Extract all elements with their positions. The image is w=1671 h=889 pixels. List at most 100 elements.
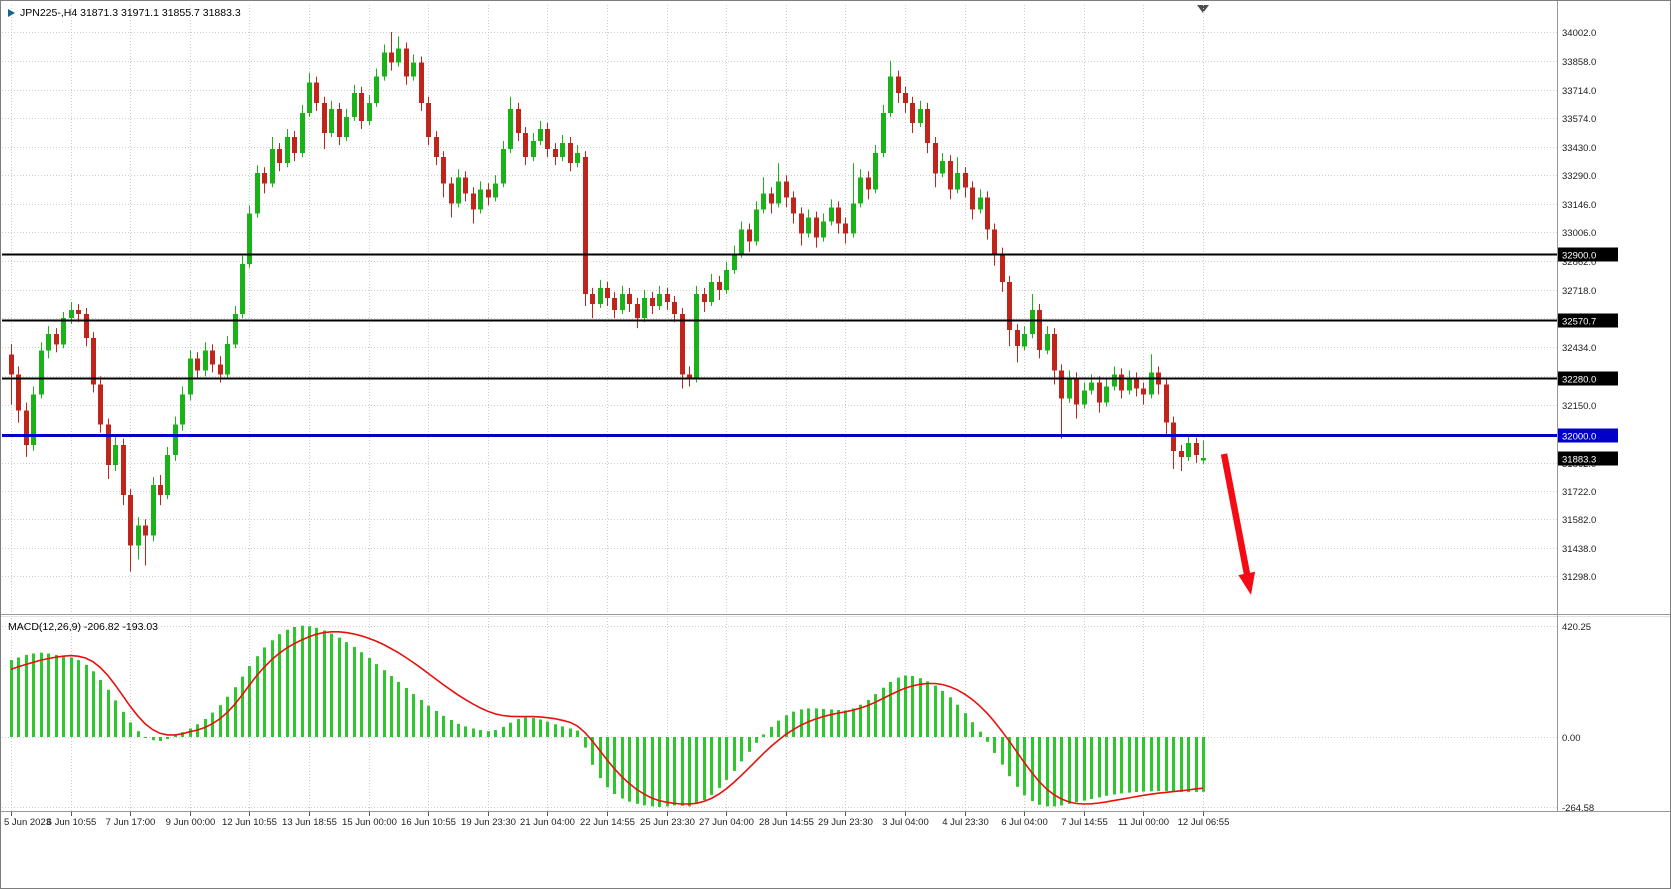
macd-histogram-bar bbox=[137, 731, 140, 737]
candle-body bbox=[113, 444, 118, 465]
macd-histogram-bar bbox=[1060, 737, 1063, 806]
candle-body bbox=[821, 221, 826, 238]
macd-histogram-bar bbox=[92, 671, 95, 737]
macd-pane[interactable] bbox=[10, 625, 1205, 808]
trend-arrow-head[interactable] bbox=[1238, 571, 1256, 595]
price-pane[interactable] bbox=[2, 32, 1557, 572]
macd-histogram-bar bbox=[509, 722, 512, 737]
candle-body bbox=[858, 177, 863, 204]
candle-body bbox=[724, 269, 729, 290]
macd-histogram-bar bbox=[926, 681, 929, 737]
macd-histogram-bar bbox=[695, 737, 698, 804]
macd-histogram-bar bbox=[181, 732, 184, 737]
candle-body bbox=[1149, 372, 1154, 395]
candle-body bbox=[910, 102, 915, 123]
candle-body bbox=[732, 253, 737, 270]
candle-body bbox=[404, 48, 409, 77]
candle-body bbox=[449, 183, 454, 204]
candle-body bbox=[709, 281, 714, 302]
macd-histogram-bar bbox=[517, 719, 520, 737]
candle-body bbox=[1045, 334, 1050, 351]
macd-tick-label: -264.58 bbox=[1562, 803, 1594, 814]
time-tick-label: 7 Jul 14:55 bbox=[1061, 817, 1107, 828]
macd-histogram-bar bbox=[204, 719, 207, 737]
candle-body bbox=[419, 62, 424, 103]
macd-histogram-bar bbox=[1113, 737, 1116, 795]
time-tick-label: 29 Jun 23:30 bbox=[818, 817, 873, 828]
candle-body bbox=[39, 350, 44, 395]
candle-body bbox=[829, 207, 834, 222]
candle-body bbox=[98, 384, 103, 425]
macd-histogram-bar bbox=[964, 713, 967, 737]
candle-body bbox=[128, 495, 133, 546]
candle-body bbox=[881, 112, 886, 154]
macd-histogram-bar bbox=[25, 654, 28, 737]
candle-body bbox=[1015, 330, 1020, 347]
candle-body bbox=[635, 304, 640, 319]
macd-histogram-bar bbox=[949, 697, 952, 738]
candle-body bbox=[680, 314, 685, 375]
candle-body bbox=[814, 217, 819, 238]
macd-histogram-bar bbox=[1165, 737, 1168, 792]
candle-body bbox=[791, 197, 796, 214]
candle-body bbox=[523, 133, 528, 158]
macd-histogram-bar bbox=[420, 699, 423, 737]
candle-body bbox=[851, 203, 856, 234]
time-tick-label: 27 Jun 04:00 bbox=[699, 817, 754, 828]
candle-body bbox=[903, 92, 908, 103]
price-level-badge-label: 32280.0 bbox=[1562, 375, 1596, 386]
macd-histogram-bar bbox=[1068, 737, 1071, 804]
macd-histogram-bar bbox=[375, 664, 378, 737]
macd-histogram-bar bbox=[47, 653, 50, 737]
candle-body bbox=[91, 338, 96, 385]
candle-body bbox=[1059, 370, 1064, 399]
candle-body bbox=[1134, 378, 1139, 389]
macd-histogram-bar bbox=[725, 737, 728, 780]
candle-body bbox=[799, 213, 804, 234]
candle-body bbox=[1089, 382, 1094, 391]
macd-histogram-bar bbox=[107, 689, 110, 737]
price-level-badge-label: 32570.7 bbox=[1562, 317, 1596, 328]
macd-histogram-bar bbox=[278, 634, 281, 737]
macd-histogram-bar bbox=[1046, 737, 1049, 807]
macd-histogram-bar bbox=[762, 734, 765, 737]
macd-histogram-bar bbox=[524, 717, 527, 737]
macd-histogram-bar bbox=[189, 728, 192, 737]
candle-body bbox=[456, 177, 461, 204]
price-tick-label: 33714.0 bbox=[1562, 86, 1596, 97]
macd-histogram-bar bbox=[800, 709, 803, 737]
candle-body bbox=[121, 444, 126, 496]
macd-histogram-bar bbox=[1135, 737, 1138, 793]
candle-body bbox=[516, 108, 521, 133]
macd-histogram-bar bbox=[986, 737, 989, 742]
candle-body bbox=[16, 374, 21, 411]
candle-body bbox=[31, 394, 36, 445]
candle-body bbox=[642, 298, 647, 319]
macd-histogram-bar bbox=[830, 709, 833, 737]
macd-histogram-bar bbox=[532, 717, 535, 737]
price-tick-label: 33858.0 bbox=[1562, 57, 1596, 68]
price-tick-label: 32150.0 bbox=[1562, 401, 1596, 412]
price-tick-label: 33006.0 bbox=[1562, 228, 1596, 239]
macd-histogram-bar bbox=[383, 670, 386, 737]
macd-histogram-bar bbox=[85, 664, 88, 737]
candle-body bbox=[188, 358, 193, 395]
macd-histogram-bar bbox=[99, 680, 102, 737]
candle-body bbox=[1194, 442, 1199, 455]
price-tick-label: 32434.0 bbox=[1562, 343, 1596, 354]
price-level-badge bbox=[1558, 313, 1618, 328]
candle-body bbox=[352, 92, 357, 117]
candle-body bbox=[702, 293, 707, 302]
price-level-badge bbox=[1558, 428, 1618, 443]
candle-body bbox=[426, 102, 431, 137]
macd-histogram-bar bbox=[301, 625, 304, 737]
macd-histogram-bar bbox=[993, 737, 996, 753]
macd-histogram-bar bbox=[785, 715, 788, 737]
macd-histogram-bar bbox=[464, 726, 467, 737]
macd-histogram-bar bbox=[777, 720, 780, 737]
macd-histogram-bar bbox=[613, 737, 616, 794]
macd-histogram-bar bbox=[710, 737, 713, 795]
trend-arrow[interactable] bbox=[1220, 453, 1251, 575]
candle-body bbox=[367, 102, 372, 121]
